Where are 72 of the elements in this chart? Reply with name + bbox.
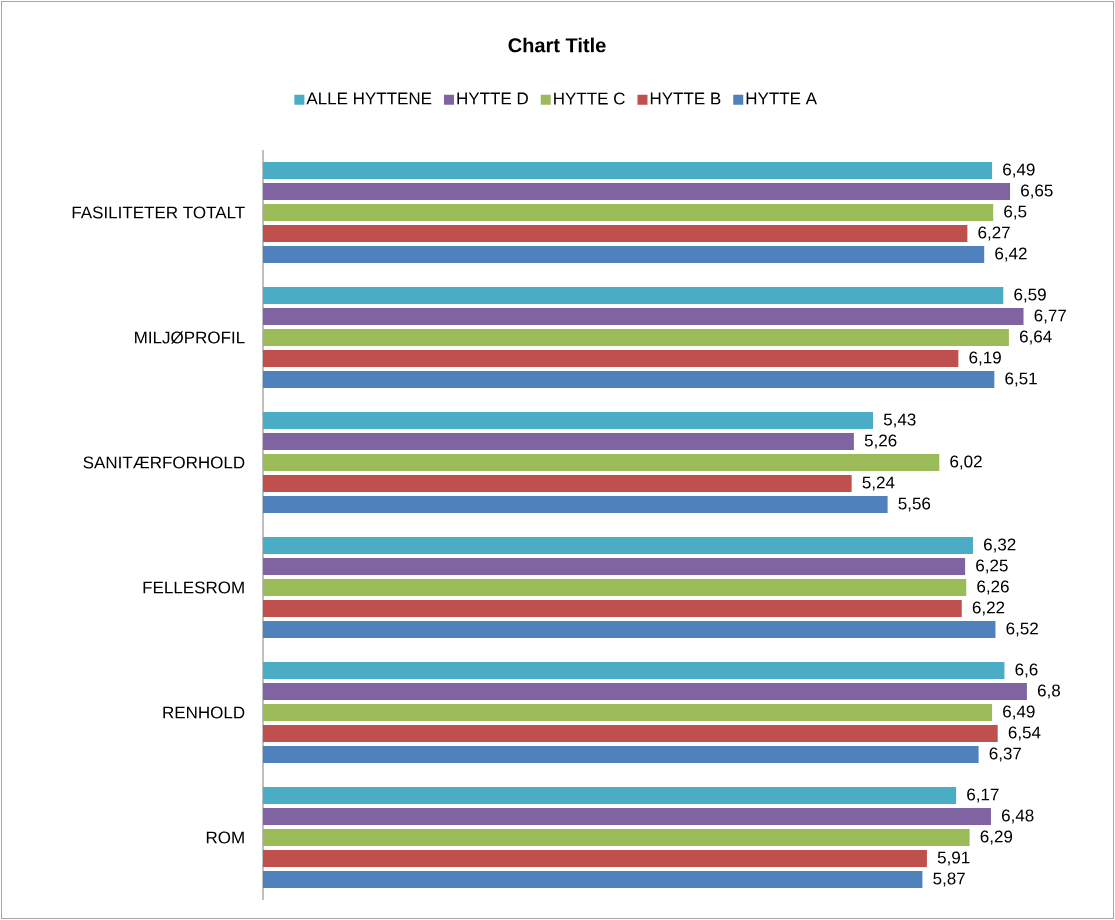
y-tick-label: FELLESROM <box>143 581 244 594</box>
data-label: 6,22 <box>972 601 1005 616</box>
legend-label: HYTTE D <box>457 92 528 105</box>
y-tick-label: SANITÆRFORHOLD <box>83 456 245 469</box>
bar <box>263 246 985 263</box>
data-label: 6,54 <box>1008 726 1041 741</box>
data-label: 5,56 <box>898 497 931 512</box>
data-label: 6,48 <box>1002 809 1034 824</box>
data-label: 6,42 <box>995 247 1027 262</box>
bar <box>263 496 888 513</box>
data-label: 6,19 <box>969 351 1001 366</box>
legend-label: ALLE HYTTENE <box>306 92 432 105</box>
legend-label: HYTTE B <box>650 92 721 105</box>
bar <box>263 183 1011 200</box>
bar <box>263 787 957 805</box>
bar <box>263 308 1024 325</box>
bar <box>263 621 996 639</box>
bar <box>263 829 970 847</box>
data-label: 6,51 <box>1005 372 1037 387</box>
bar <box>263 329 1009 346</box>
data-label: 5,91 <box>937 851 970 866</box>
data-label: 6,77 <box>1034 309 1066 324</box>
bar <box>263 475 852 492</box>
bar <box>263 225 968 242</box>
data-label: 6,02 <box>950 455 982 470</box>
bar <box>263 287 1004 304</box>
data-label: 6,64 <box>1019 330 1052 345</box>
legend-label: HYTTE C <box>554 92 625 105</box>
bar <box>263 433 854 450</box>
bar <box>263 162 993 179</box>
bar <box>263 371 995 388</box>
bar <box>263 537 973 555</box>
bar <box>263 683 1027 701</box>
data-label: 6,17 <box>967 788 999 803</box>
chart-title: Chart Title <box>508 37 606 53</box>
data-label: 6,65 <box>1021 184 1053 199</box>
data-label: 6,5 <box>1004 205 1027 220</box>
data-label: 6,8 <box>1037 684 1060 699</box>
bar <box>263 412 873 429</box>
data-label: 6,29 <box>980 830 1013 845</box>
data-label: 6,49 <box>1003 163 1035 178</box>
bar <box>263 850 927 868</box>
data-label: 6,52 <box>1006 622 1038 637</box>
bar <box>263 204 994 221</box>
bar <box>263 746 979 764</box>
data-label: 5,24 <box>862 476 895 491</box>
data-label: 5,26 <box>864 434 897 449</box>
data-label: 6,59 <box>1014 288 1046 303</box>
bar <box>263 600 962 618</box>
bar <box>263 558 966 576</box>
data-label: 6,26 <box>977 580 1009 595</box>
y-tick-label: MILJØPROFIL <box>135 331 245 344</box>
data-label: 6,32 <box>984 538 1016 553</box>
data-label: 6,6 <box>1015 663 1038 678</box>
data-label: 5,87 <box>933 872 965 887</box>
bar <box>263 454 940 471</box>
y-tick-label: ROM <box>206 831 244 844</box>
bar <box>263 704 993 722</box>
data-label: 6,25 <box>976 559 1008 574</box>
data-label: 6,27 <box>978 226 1010 241</box>
y-tick-label: FASILITETER TOTALT <box>72 206 245 219</box>
bar <box>263 808 991 826</box>
data-label: 5,43 <box>883 413 916 428</box>
y-tick-label: RENHOLD <box>163 706 245 719</box>
bar <box>263 350 959 367</box>
bar <box>263 579 967 597</box>
legend-label: HYTTE A <box>746 92 817 105</box>
data-label: 6,49 <box>1003 705 1035 720</box>
bar <box>263 725 998 743</box>
data-label: 6,37 <box>989 747 1022 762</box>
bar <box>263 662 1005 680</box>
bar <box>263 871 923 889</box>
